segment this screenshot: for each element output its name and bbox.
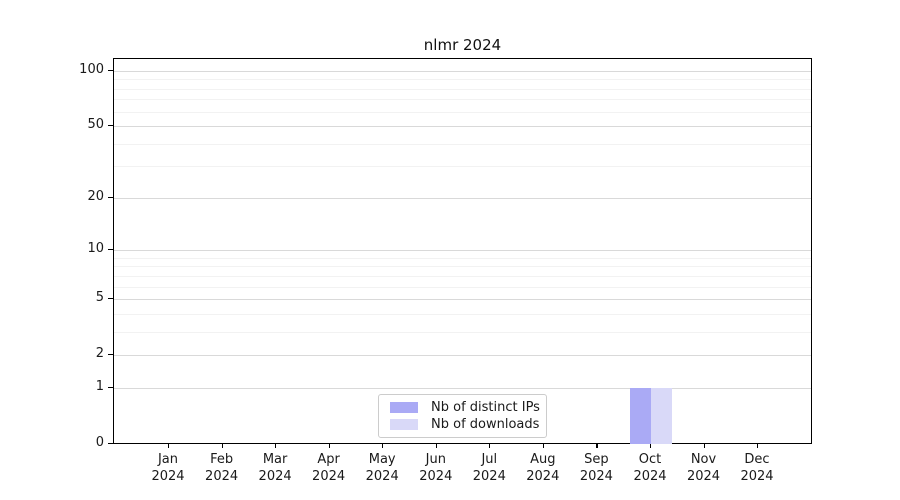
x-tick-year: 2024 (633, 469, 667, 484)
y-minor-gridline (114, 266, 811, 268)
chart-title: nlmr 2024 (423, 36, 502, 54)
x-tick-year: 2024 (151, 469, 185, 484)
x-tick-month: Jan (157, 452, 179, 467)
bar-nb-of-downloads-oct (651, 388, 672, 444)
x-tick-year: 2024 (526, 469, 560, 484)
legend-swatch-downloads (390, 419, 418, 430)
y-tick-label: 2 (95, 346, 104, 362)
y-major-gridline (114, 250, 811, 252)
x-tick-month: Sep (584, 452, 609, 467)
y-tick-mark (108, 443, 113, 445)
x-tick-month: Dec (744, 452, 770, 467)
y-minor-gridline (114, 286, 811, 288)
y-tick-label: 5 (95, 290, 104, 306)
x-tick-year: 2024 (740, 469, 774, 484)
x-tick-year: 2024 (472, 469, 506, 484)
x-tick-year: 2024 (419, 469, 453, 484)
y-tick-label: 50 (87, 117, 104, 133)
y-tick-mark (108, 387, 113, 389)
y-major-gridline (114, 299, 811, 301)
x-tick-label: Jul 2024 (459, 451, 519, 485)
y-major-gridline (114, 197, 811, 199)
x-tick-label: Dec 2024 (727, 451, 787, 485)
x-tick-year: 2024 (579, 469, 613, 484)
y-tick-mark (108, 354, 113, 356)
x-tick-month: Jun (425, 452, 446, 467)
y-tick-label: 10 (87, 241, 104, 257)
x-tick-label: Nov 2024 (674, 451, 734, 485)
y-minor-gridline (114, 166, 811, 168)
bar-nb-of-distinct-ips-oct (630, 388, 651, 444)
legend-swatch-distinct-ips (390, 402, 418, 413)
y-major-gridline (114, 126, 811, 128)
y-tick-label: 100 (79, 61, 104, 77)
x-tick-mark (542, 444, 544, 448)
x-tick-mark (221, 444, 223, 448)
y-tick-mark (108, 125, 113, 127)
x-tick-label: Apr 2024 (299, 451, 359, 485)
x-tick-label: May 2024 (352, 451, 412, 485)
x-tick-label: Feb 2024 (192, 451, 252, 485)
x-tick-mark (596, 444, 598, 448)
legend-item-downloads: Nb of downloads (390, 416, 540, 433)
y-major-gridline (114, 70, 811, 72)
x-tick-year: 2024 (312, 469, 346, 484)
y-tick-mark (108, 298, 113, 300)
x-tick-label: Jan 2024 (138, 451, 198, 485)
x-tick-year: 2024 (205, 469, 239, 484)
x-tick-mark (328, 444, 330, 448)
x-tick-month: Feb (210, 452, 234, 467)
x-tick-mark (757, 444, 759, 448)
y-minor-gridline (114, 275, 811, 277)
y-tick-label: 1 (95, 379, 104, 394)
y-major-gridline (114, 355, 811, 357)
legend-item-distinct-ips: Nb of distinct IPs (390, 399, 540, 416)
x-tick-year: 2024 (258, 469, 292, 484)
y-minor-gridline (114, 313, 811, 315)
x-tick-month: May (368, 452, 396, 467)
x-tick-label: Mar 2024 (245, 451, 305, 485)
legend-label-distinct-ips: Nb of distinct IPs (431, 400, 540, 415)
y-minor-gridline (114, 111, 811, 113)
y-major-gridline (114, 388, 811, 389)
y-minor-gridline (114, 331, 811, 333)
y-minor-gridline (114, 88, 811, 90)
x-tick-label: Aug 2024 (513, 451, 573, 485)
y-minor-gridline (114, 79, 811, 81)
y-tick-mark (108, 196, 113, 199)
x-tick-mark (489, 444, 491, 448)
y-minor-gridline (114, 143, 811, 145)
y-minor-gridline (114, 99, 811, 101)
x-tick-month: Apr (317, 452, 340, 467)
y-tick-label: 20 (87, 188, 104, 204)
x-tick-month: Mar (262, 452, 288, 467)
plot-area (113, 58, 812, 444)
x-tick-month: Jul (481, 452, 498, 467)
x-tick-mark (650, 444, 652, 448)
x-tick-month: Nov (690, 452, 717, 467)
legend-label-downloads: Nb of downloads (431, 417, 540, 432)
legend: Nb of distinct IPs Nb of downloads (378, 394, 547, 438)
y-tick-mark (108, 69, 113, 72)
x-tick-mark (168, 444, 170, 448)
x-tick-mark (703, 444, 705, 448)
x-tick-label: Jun 2024 (406, 451, 466, 485)
y-tick-mark (108, 249, 113, 251)
x-tick-mark (382, 444, 384, 448)
y-tick-label: 0 (95, 435, 104, 450)
x-tick-mark (435, 444, 437, 448)
x-tick-label: Oct 2024 (620, 451, 680, 485)
x-tick-year: 2024 (365, 469, 399, 484)
x-tick-month: Oct (638, 452, 662, 467)
x-tick-label: Sep 2024 (566, 451, 626, 485)
x-tick-month: Aug (530, 452, 556, 467)
y-minor-gridline (114, 257, 811, 259)
x-tick-year: 2024 (686, 469, 721, 484)
x-tick-mark (275, 444, 277, 448)
